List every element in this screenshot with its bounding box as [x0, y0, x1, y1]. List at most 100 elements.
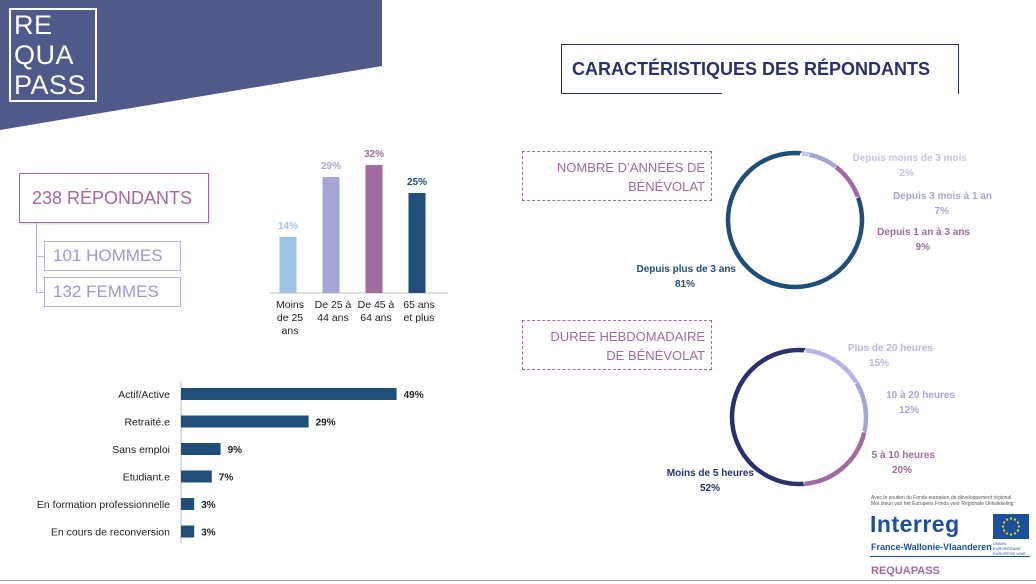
years-label-line-2: BÉNÉVOLAT: [627, 179, 705, 194]
slice-label: Depuis plus de 3 ans: [637, 264, 737, 275]
tick-label: 64 ans: [360, 312, 392, 324]
weekly-label-line-2: DE BÉNÉVOLAT: [606, 348, 705, 363]
star-icon: [1009, 517, 1013, 520]
slice-percent: 52%: [700, 483, 720, 494]
tick-label: et plus: [404, 312, 435, 324]
tick-label: Moins: [276, 299, 304, 311]
star-icon: [1005, 532, 1009, 535]
slice-percent: 9%: [916, 242, 931, 253]
region-label: France-Wallonie-Vlaanderen: [871, 542, 992, 552]
respondents-total-box: 238 RÉPONDANTS: [19, 173, 209, 223]
logo-line-3: PASS: [14, 70, 87, 100]
slice-gap: [807, 154, 811, 158]
category-label: Retraité.e: [124, 417, 170, 429]
slice-label: Plus de 20 heures: [848, 343, 933, 354]
tick-label: ans: [282, 325, 299, 335]
data-label: 14%: [278, 221, 298, 232]
donut-slice: [800, 151, 810, 157]
data-label: 7%: [219, 473, 234, 484]
footer-rule: [0, 580, 1036, 581]
slice-label: 5 à 10 heures: [872, 450, 936, 461]
star-icon: [1002, 529, 1006, 532]
slice-percent: 7%: [935, 206, 950, 217]
requapass-logo: RE QUA PASS: [9, 8, 97, 102]
star-icon: [1002, 521, 1006, 524]
donut-slice: [854, 382, 869, 433]
logo-line-1: RE: [14, 10, 53, 40]
bar: [181, 415, 309, 428]
star-icon: [1016, 529, 1020, 532]
donut-slice: [803, 431, 867, 487]
category-label: Etudiant.e: [123, 472, 170, 484]
slice-percent: 12%: [899, 405, 919, 416]
tick-label: 65 ans: [403, 299, 435, 311]
tree-connector: [36, 256, 44, 257]
eu-label: UNION EUROPÉENNE EUROPESE UNIE: [993, 541, 1026, 556]
slice-label: Depuis 1 an à 3 ans: [877, 227, 970, 238]
slice-percent: 15%: [869, 358, 889, 369]
weekly-label-line-1: DUREE HEBDOMADAIRE: [550, 329, 705, 344]
data-label: 25%: [407, 177, 427, 188]
bar: [181, 525, 195, 538]
bar: [408, 193, 426, 293]
tick-label: de 25: [277, 312, 303, 324]
donut-slice: [804, 348, 859, 385]
category-label: En formation professionnelle: [37, 499, 170, 511]
logo-line-2: QUA: [14, 40, 75, 70]
data-label: 9%: [228, 445, 243, 456]
slice-label: 10 à 20 heures: [886, 390, 955, 401]
data-label: 29%: [321, 161, 341, 172]
category-label: Sans emploi: [112, 444, 170, 456]
bar: [181, 498, 195, 510]
eu-flag-icon: [993, 514, 1029, 539]
years-label-line-1: NOMBRE D’ANNÉES DE: [556, 160, 705, 175]
page-title: CARACTÉRISTIQUES DES RÉPONDANTS: [572, 59, 931, 79]
star-icon: [1017, 525, 1021, 528]
tick-label: De 25 à: [315, 299, 352, 311]
tree-connector: [36, 292, 44, 293]
donut-slice: [729, 347, 806, 487]
funding-note: Avec le soutien du Fonds européen de dév…: [871, 495, 1031, 507]
slice-percent: 20%: [892, 465, 912, 476]
tree-connector: [36, 223, 37, 293]
star-icon: [1013, 532, 1017, 535]
bar: [181, 443, 221, 455]
slice-gap: [833, 166, 837, 171]
slice-label: Depuis 3 mois à 1 an: [893, 191, 992, 202]
data-label: 32%: [364, 149, 384, 160]
donut-slice: [808, 152, 838, 169]
title-frame: CARACTÉRISTIQUES DES RÉPONDANTS: [561, 44, 959, 94]
bar: [279, 237, 297, 293]
women-count: 132 FEMMES: [44, 277, 181, 307]
funding-note-nl: Met steun van het Europees Fonds voor Re…: [871, 501, 1014, 507]
project-name: REQUAPASS: [871, 565, 940, 577]
tick-label: 44 ans: [317, 312, 349, 324]
donut-slice: [725, 150, 865, 290]
data-label: 49%: [404, 390, 424, 401]
weekly-section-label: DUREE HEBDOMADAIRE DE BÉNÉVOLAT: [522, 320, 712, 370]
data-label: 29%: [316, 418, 336, 429]
status-bar-chart: Actif/Active 49% Retraité.e 29% Sans emploi 9…: [37, 381, 424, 543]
bar: [322, 177, 340, 293]
data-label: 3%: [201, 528, 216, 539]
data-label: 3%: [201, 500, 216, 511]
slice-label: Depuis moins de 3 mois: [853, 153, 968, 164]
slice-label: Moins de 5 heures: [667, 468, 755, 479]
footer-divider: [870, 556, 1030, 557]
slice-percent: 2%: [900, 168, 915, 179]
star-icon: [1005, 518, 1009, 521]
category-label: En cours de reconversion: [51, 527, 170, 539]
respondents-total: 238 RÉPONDANTS: [32, 188, 193, 208]
star-icon: [1013, 518, 1017, 521]
weekly-donut-chart: Plus de 20 heures 15% 10 à 20 heures 12% 5 à…: [667, 343, 956, 494]
funding-note-fr: Avec le soutien du Fonds européen de dév…: [871, 495, 1012, 501]
interreg-logo: Interreg: [870, 511, 960, 537]
donut-slice: [834, 165, 861, 199]
years-section-label: NOMBRE D’ANNÉES DE BÉNÉVOLAT: [522, 151, 712, 201]
star-icon: [1016, 521, 1020, 524]
slice-percent: 81%: [675, 279, 695, 290]
star-icon: [1009, 533, 1013, 536]
category-label: Actif/Active: [118, 389, 170, 401]
